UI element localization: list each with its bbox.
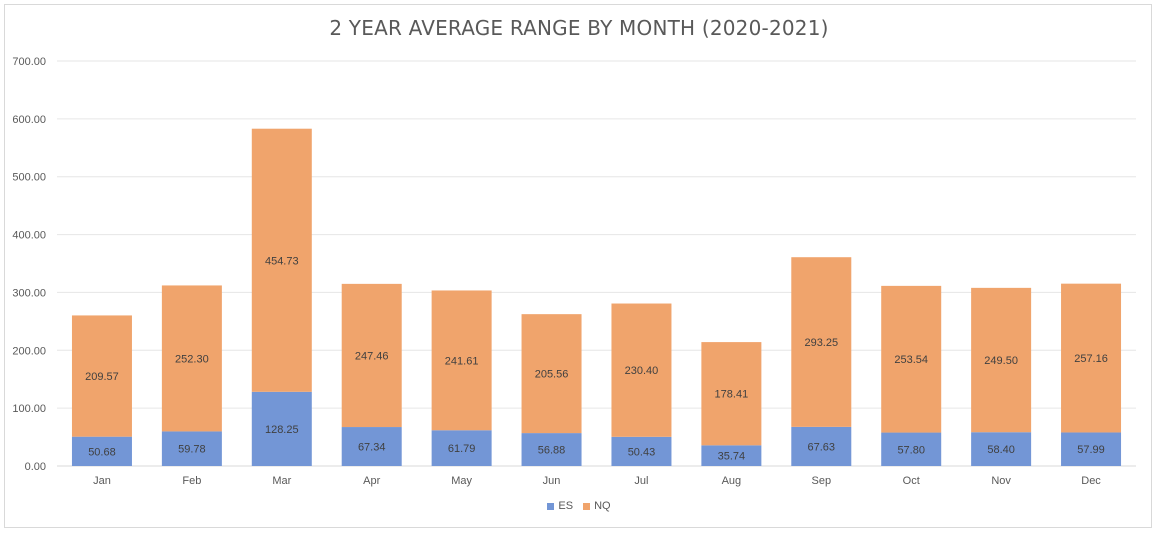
- bar-es: [341, 427, 402, 466]
- bar-nq: [341, 283, 402, 428]
- bar-es: [611, 436, 672, 466]
- data-label-es: 128.25: [265, 424, 299, 436]
- data-label-nq: 257.16: [1074, 353, 1108, 365]
- bar-es: [71, 436, 132, 466]
- legend-swatch-nq: [583, 502, 591, 510]
- data-label-es: 61.79: [448, 443, 476, 455]
- y-tick-label: 0.00: [25, 461, 46, 473]
- x-tick-label: Dec: [1081, 475, 1101, 487]
- chart-title: 2 YEAR AVERAGE RANGE BY MONTH (2020-2021…: [329, 16, 829, 40]
- y-tick-label: 400.00: [12, 230, 46, 242]
- bar-nq: [1061, 283, 1122, 433]
- data-label-es: 67.63: [808, 441, 836, 453]
- x-tick-label: Aug: [722, 475, 742, 487]
- data-label-nq: 253.54: [894, 354, 928, 366]
- bar-nq: [431, 290, 492, 431]
- data-label-nq: 454.73: [265, 255, 299, 267]
- bars: 50.68 209.57 59.78 252.30 128.25 454.73 67.34 2…: [71, 128, 1122, 466]
- bar-nq: [611, 303, 672, 437]
- y-tick-label: 100.00: [12, 403, 46, 415]
- data-label-es: 57.99: [1077, 444, 1105, 456]
- bar-es: [971, 432, 1032, 466]
- bar-es: [1061, 432, 1122, 466]
- y-tick-label: 600.00: [12, 114, 46, 126]
- bar-nq: [881, 285, 942, 433]
- data-label-es: 50.68: [88, 446, 116, 458]
- gridlines: [57, 60, 1136, 467]
- x-tick-label: Jan: [93, 475, 111, 487]
- data-label-es: 67.34: [358, 442, 386, 454]
- bar-nq: [161, 285, 222, 432]
- bar-nq: [701, 342, 762, 446]
- data-label-nq: 178.41: [715, 389, 749, 401]
- y-tick-label: 200.00: [12, 345, 46, 357]
- data-label-es: 56.88: [538, 445, 566, 457]
- data-label-nq: 247.46: [355, 350, 389, 362]
- x-tick-label: Jun: [543, 475, 561, 487]
- bar-es: [701, 445, 762, 466]
- legend-label-nq: NQ: [594, 500, 611, 512]
- y-axis-ticks: 0.00 100.00 200.00 300.00 400.00 500.00 600.00…: [12, 56, 46, 473]
- x-tick-label: Apr: [363, 475, 380, 487]
- data-label-nq: 205.56: [535, 369, 569, 381]
- data-label-nq: 209.57: [85, 371, 119, 383]
- bar-es: [791, 426, 852, 466]
- y-tick-label: 500.00: [12, 172, 46, 184]
- bar-nq: [521, 314, 582, 434]
- data-label-nq: 249.50: [984, 355, 1018, 367]
- bar-nq: [71, 315, 132, 437]
- legend-item-es: ES: [547, 500, 573, 512]
- legend-item-nq: NQ: [583, 500, 611, 512]
- x-tick-label: Oct: [903, 475, 920, 487]
- data-label-es: 57.80: [897, 444, 925, 456]
- legend-swatch-es: [547, 502, 555, 510]
- x-tick-label: Mar: [272, 475, 291, 487]
- data-label-nq: 293.25: [804, 337, 838, 349]
- data-label-es: 35.74: [718, 451, 746, 463]
- bar-es: [431, 430, 492, 466]
- data-label-es: 59.78: [178, 444, 206, 456]
- x-tick-label: May: [451, 475, 472, 487]
- data-label-nq: 241.61: [445, 355, 479, 367]
- data-label-nq: 230.40: [625, 365, 659, 377]
- bar-nq: [791, 257, 852, 427]
- x-axis-ticks: Jan Feb Mar Apr May Jun Jul Aug Sep Oct Nov Dec: [93, 475, 1101, 487]
- bar-nq: [251, 128, 312, 392]
- legend: ES NQ: [0, 500, 1158, 512]
- bar-nq: [971, 287, 1032, 433]
- bar-es: [161, 431, 222, 466]
- y-tick-label: 700.00: [12, 56, 46, 68]
- x-tick-label: Jul: [634, 475, 648, 487]
- data-label-es: 58.40: [987, 444, 1015, 456]
- x-tick-label: Nov: [991, 475, 1011, 487]
- x-tick-label: Feb: [182, 475, 201, 487]
- data-label-nq: 252.30: [175, 353, 209, 365]
- x-tick-label: Sep: [812, 475, 832, 487]
- bar-es: [881, 432, 942, 466]
- legend-label-es: ES: [558, 500, 574, 512]
- data-label-es: 50.43: [628, 446, 656, 458]
- bar-es: [251, 391, 312, 466]
- y-tick-label: 300.00: [12, 287, 46, 299]
- bar-es: [521, 433, 582, 466]
